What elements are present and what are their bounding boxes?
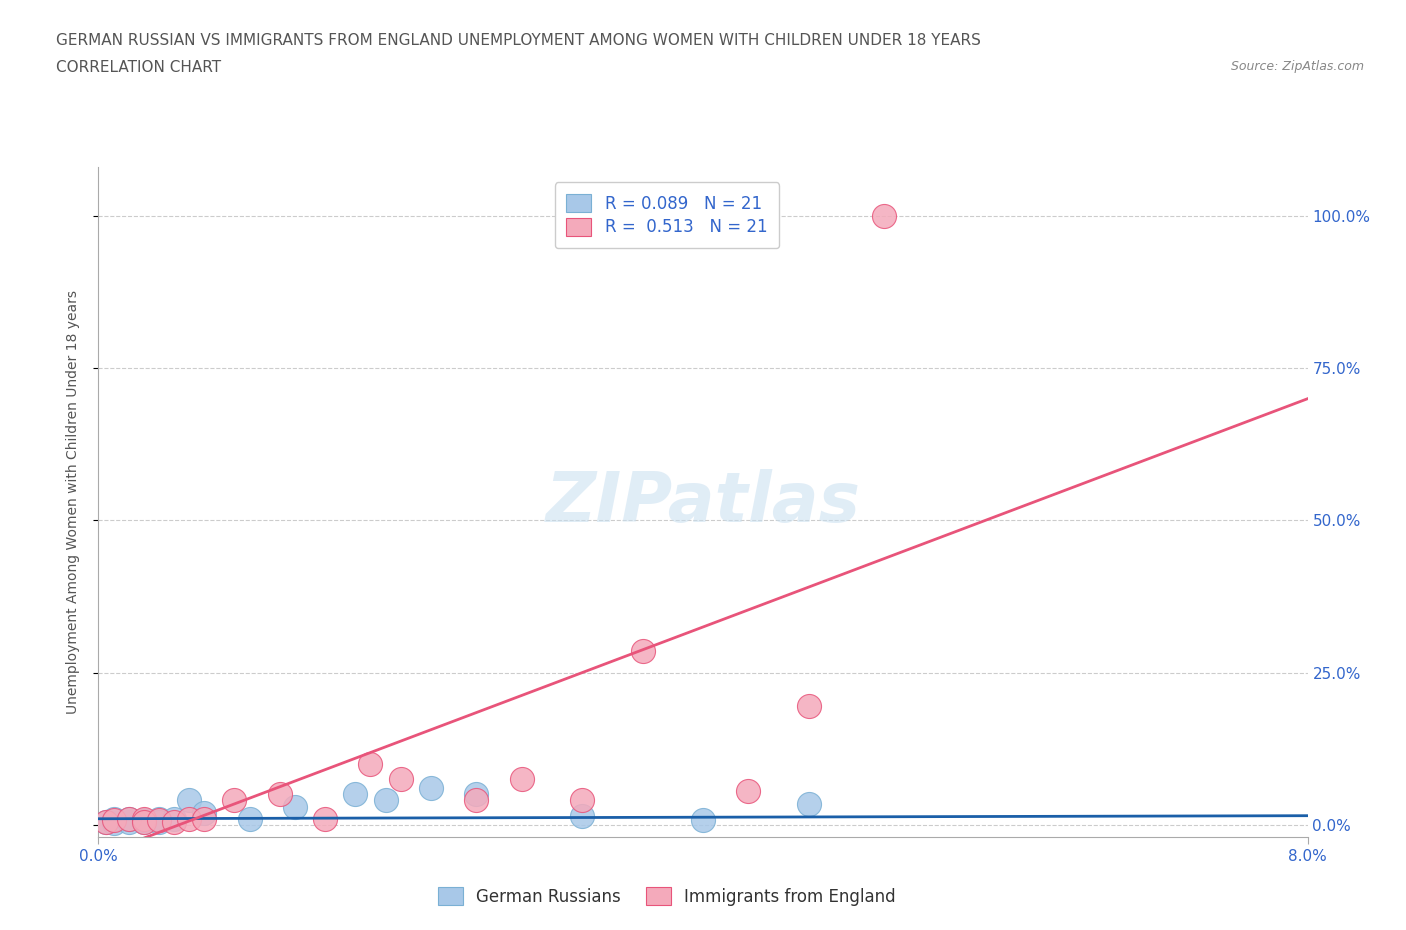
Point (465, 793, 488, 808)
Point (103, 811, 125, 826)
Text: CORRELATION CHART: CORRELATION CHART (56, 60, 221, 75)
Point (94, 815, 117, 830)
Point (94, 815, 117, 830)
Point (314, 811, 336, 826)
Point (148, 813, 170, 828)
Point (571, 808, 593, 823)
Point (132, 813, 155, 828)
Point (179, 811, 201, 826)
Point (118, 811, 141, 826)
Point (132, 815, 155, 830)
Point (103, 816, 125, 830)
Y-axis label: Unemployment Among Women with Children Under 18 years: Unemployment Among Women with Children U… (66, 290, 80, 714)
Point (374, 793, 396, 808)
Point (420, 781, 443, 796)
Point (193, 805, 215, 820)
Text: Source: ZipAtlas.com: Source: ZipAtlas.com (1230, 60, 1364, 73)
Point (132, 811, 155, 826)
Text: ZIPatlas: ZIPatlas (546, 469, 860, 536)
Point (132, 815, 155, 830)
Point (148, 815, 170, 830)
Point (163, 811, 186, 826)
Point (344, 787, 367, 802)
Point (631, 644, 654, 658)
Point (571, 793, 593, 808)
Point (692, 813, 714, 828)
Point (193, 811, 215, 826)
Point (239, 811, 262, 826)
Legend: German Russians, Immigrants from England: German Russians, Immigrants from England (427, 877, 905, 916)
Point (103, 813, 125, 828)
Point (797, 796, 820, 811)
Point (179, 793, 201, 808)
Point (284, 799, 307, 814)
Point (269, 787, 291, 802)
Point (797, 698, 820, 713)
Point (118, 815, 141, 830)
Point (389, 772, 412, 787)
Point (465, 787, 488, 802)
Point (510, 772, 533, 787)
Point (163, 815, 186, 830)
Point (224, 793, 246, 808)
Point (118, 811, 141, 826)
Point (148, 811, 170, 826)
Point (873, 208, 896, 223)
Point (360, 756, 382, 771)
Point (737, 784, 759, 799)
Text: GERMAN RUSSIAN VS IMMIGRANTS FROM ENGLAND UNEMPLOYMENT AMONG WOMEN WITH CHILDREN: GERMAN RUSSIAN VS IMMIGRANTS FROM ENGLAN… (56, 33, 981, 47)
